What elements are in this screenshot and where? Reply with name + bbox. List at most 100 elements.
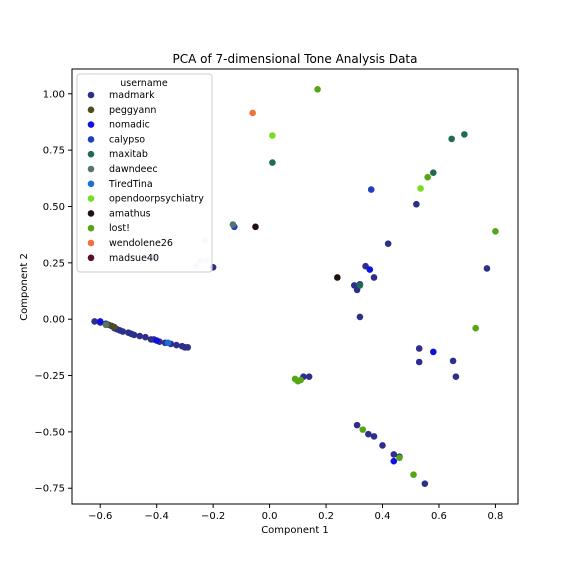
legend: username madmark peggyann nomadic calypso ma… <box>76 73 213 273</box>
point-lost- <box>492 227 499 235</box>
point-peggyann <box>111 323 118 331</box>
point-nomadic <box>390 457 398 465</box>
y-tick-label: 1.00 <box>43 89 65 100</box>
x-tick-label: 0.6 <box>431 511 447 522</box>
point-madmark <box>452 373 460 380</box>
legend-label-tiredtina: TiredTina <box>108 179 153 190</box>
x-axis: −0.6 −0.4 −0.2 0.0 0.2 0.4 0.6 0.8 <box>88 504 503 522</box>
point-madmark <box>415 345 423 352</box>
point-lost- <box>396 454 403 462</box>
legend-label-peggyann: peggyann <box>109 105 156 116</box>
point-madmark <box>370 274 378 281</box>
legend-label-madsue40: madsue40 <box>109 253 159 264</box>
chart-title: PCA of 7-dimensional Tone Analysis Data <box>173 52 418 66</box>
legend-marker-tiredtina <box>87 180 95 188</box>
legend-box <box>76 73 213 273</box>
legend-marker-opendoorpsychiatry <box>87 195 95 202</box>
point-madmark <box>305 373 313 380</box>
y-tick-label: 0.50 <box>43 202 65 213</box>
y-tick-label: 0.00 <box>43 315 65 326</box>
point-madmark <box>353 421 361 429</box>
point-madmark <box>483 265 491 272</box>
legend-label-madmark: madmark <box>109 90 155 101</box>
y-axis-label: Component 2 <box>19 253 30 321</box>
point-maxitab <box>269 159 276 166</box>
point-opendoorpsychiatry <box>417 185 424 192</box>
x-axis-label: Component 1 <box>261 525 329 536</box>
x-tick-label: 0.2 <box>318 511 334 522</box>
point-nomadic <box>96 318 104 325</box>
legend-label-amathus: amathus <box>109 208 151 219</box>
legend-marker-madmark <box>87 91 95 99</box>
legend-marker-madsue40 <box>87 254 95 262</box>
plot-frame <box>71 68 519 505</box>
y-tick-label: −0.50 <box>34 427 65 438</box>
x-tick-label: −0.2 <box>201 511 225 522</box>
point-lost- <box>314 85 321 93</box>
x-tick-label: 0.0 <box>262 511 278 522</box>
point-madmark <box>415 358 423 366</box>
point-madmark <box>379 442 386 449</box>
point-madmark <box>365 430 372 438</box>
point-madmark <box>130 331 138 339</box>
y-tick-label: 0.75 <box>43 146 65 157</box>
legend-marker-nomadic <box>87 121 95 128</box>
y-tick-label: −0.75 <box>34 484 65 495</box>
point-lost- <box>424 173 431 181</box>
point-nomadic <box>153 337 160 344</box>
point-wendolene26 <box>249 109 256 117</box>
point-maxitab <box>448 135 455 143</box>
legend-marker-calypso <box>87 136 95 143</box>
y-tick-label: −0.25 <box>34 371 65 382</box>
point-calypso <box>367 186 375 193</box>
point-opendoorpsychiatry <box>269 132 276 139</box>
point-maxitab <box>461 131 468 138</box>
point-nomadic <box>430 348 437 356</box>
legend-label-calypso: calypso <box>109 134 145 145</box>
legend-label-lost-: lost! <box>109 223 130 234</box>
legend-label-wendolene26: wendolene26 <box>109 238 173 249</box>
point-madmark <box>384 240 392 247</box>
point-madmark <box>91 318 98 325</box>
point-madmark <box>119 328 127 335</box>
point-madmark <box>136 332 144 340</box>
point-dawndeec <box>102 321 110 329</box>
point-amathus <box>252 223 259 231</box>
legend-label-dawndeec: dawndeec <box>109 164 158 175</box>
point-nomadic <box>366 266 374 273</box>
point-dawndeec <box>229 221 237 228</box>
y-axis: −0.75 −0.50 −0.25 0.00 0.25 0.50 0.75 1.00 <box>34 89 72 495</box>
point-madmark <box>421 480 429 488</box>
point-madmark <box>413 200 420 208</box>
x-tick-label: 0.4 <box>375 511 391 522</box>
legend-label-nomadic: nomadic <box>109 120 150 131</box>
point-madmark <box>184 344 192 351</box>
legend-label-maxitab: maxitab <box>109 149 148 160</box>
point-tiredtina <box>164 339 172 347</box>
legend-label-opendoorpsychiatry: opendoorpsychiatry <box>109 194 204 205</box>
point-maxitab <box>356 282 364 289</box>
point-madmark <box>390 451 398 458</box>
x-tick-label: −0.6 <box>88 511 112 522</box>
legend-title: username <box>120 78 168 89</box>
point-madmark <box>370 433 378 440</box>
point-lost- <box>297 376 304 384</box>
point-madmark <box>173 341 180 349</box>
x-tick-label: 0.8 <box>487 511 503 522</box>
legend-marker-maxitab <box>87 150 95 158</box>
legend-marker-dawndeec <box>87 165 95 173</box>
legend-marker-peggyann <box>87 106 95 114</box>
legend-marker-lost- <box>87 224 95 232</box>
x-tick-label: −0.4 <box>145 511 169 522</box>
legend-marker-wendolene26 <box>87 239 95 247</box>
point-lost- <box>359 426 367 433</box>
point-madmark <box>356 313 364 321</box>
point-maxitab <box>430 169 437 176</box>
point-madmark <box>142 333 149 341</box>
point-madmark <box>449 357 457 365</box>
legend-marker-amathus <box>87 210 95 217</box>
point-amathus <box>334 274 341 281</box>
y-tick-label: 0.25 <box>43 258 65 269</box>
point-lost- <box>472 324 479 332</box>
